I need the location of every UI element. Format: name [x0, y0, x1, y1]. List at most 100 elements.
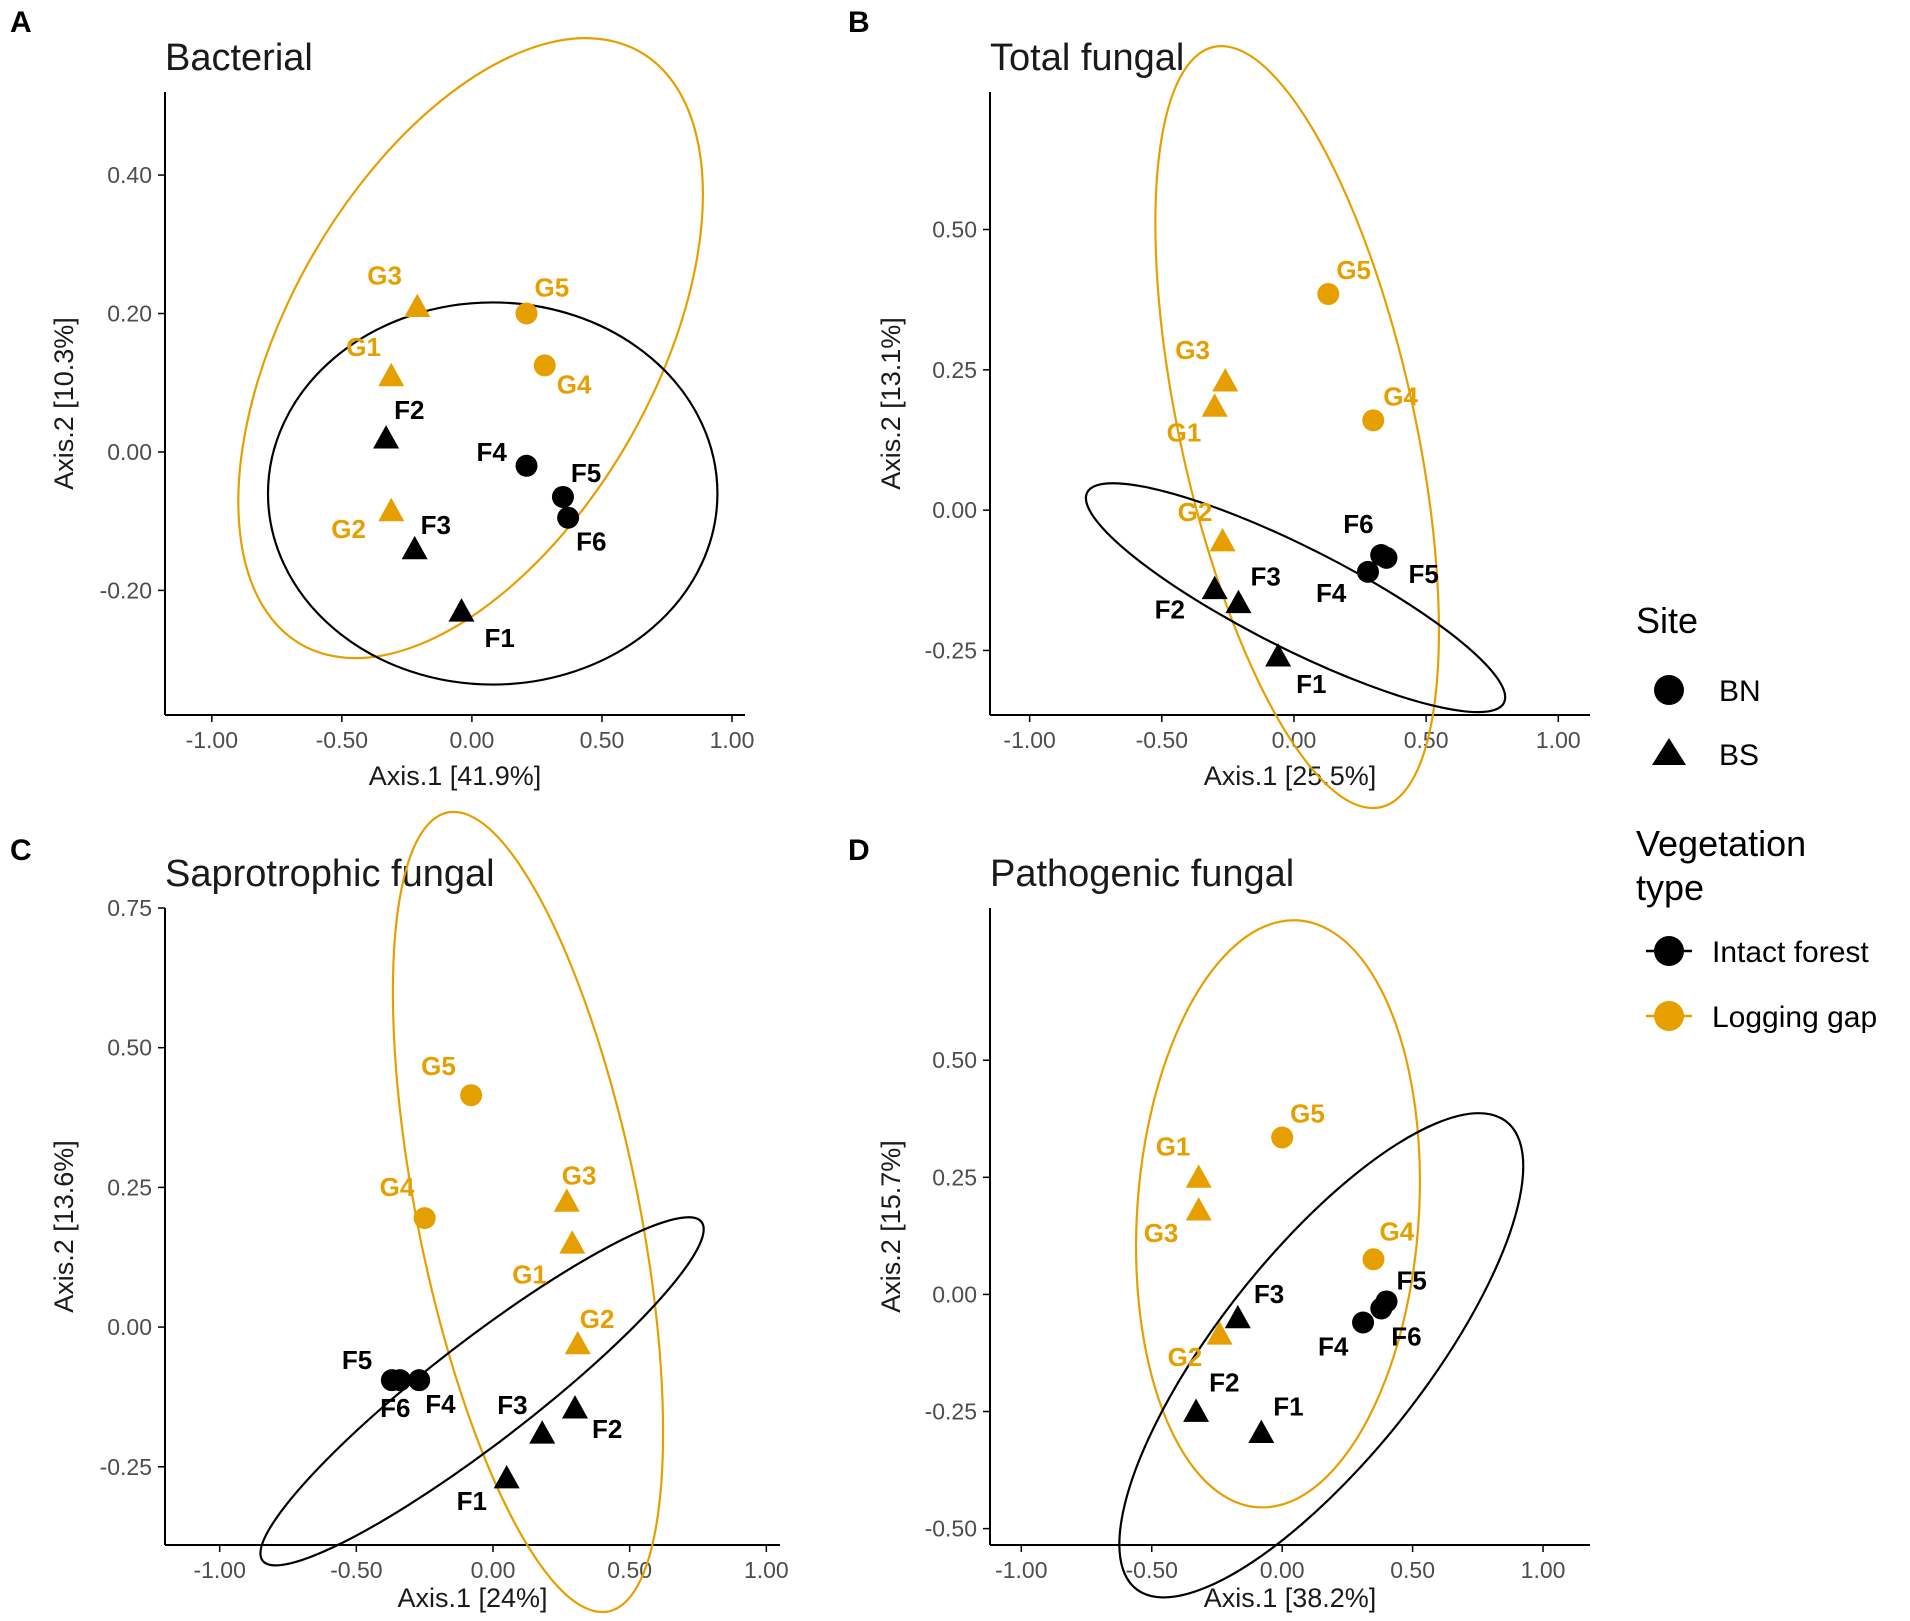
y-tick-label: 0.75	[107, 895, 152, 921]
point-G1	[1185, 1164, 1212, 1188]
x-tick-label: 0.00	[471, 1557, 516, 1583]
point-F3	[1225, 589, 1252, 614]
point-G2	[378, 497, 405, 522]
ellipse-gap	[1093, 851, 1464, 1577]
panel-letter: C	[10, 834, 32, 867]
point-label-F5: F5	[571, 458, 601, 488]
point-G2	[1209, 528, 1236, 552]
point-G5	[1317, 283, 1340, 306]
point-F6	[1370, 1297, 1393, 1320]
x-tick-label: 0.00	[1272, 727, 1317, 753]
point-label-F3: F3	[497, 1390, 527, 1420]
point-F2	[1183, 1398, 1210, 1422]
x-tick-label: -0.50	[330, 1557, 382, 1583]
point-G4	[1362, 1248, 1385, 1271]
panel-C: C Saprotrophic fungal -1.00 -0.50 0.00 0.50…	[10, 726, 789, 1621]
point-label-G3: G3	[1175, 335, 1210, 365]
legend-intact-dot-icon	[1654, 936, 1684, 966]
ellipse-intact	[1085, 1028, 1557, 1621]
legend-site-title: Site	[1636, 600, 1698, 641]
point-label-F3: F3	[421, 510, 451, 540]
ellipse-gap	[337, 726, 719, 1621]
x-tick-label: -0.50	[1136, 727, 1188, 753]
x-tick-label: 0.00	[1260, 1557, 1305, 1583]
y-tick-label: 0.25	[932, 1164, 977, 1190]
y-tick-label: 0.25	[932, 357, 977, 383]
legend-veg-title: Vegetation	[1636, 823, 1806, 864]
panel-title: Saprotrophic fungal	[165, 853, 495, 895]
y-tick-label: 0.00	[932, 1281, 977, 1307]
x-tick-label: -1.00	[186, 727, 238, 753]
ellipse-intact	[1080, 443, 1511, 752]
point-G3	[1212, 368, 1239, 392]
point-label-F1: F1	[1296, 669, 1326, 699]
panel-B: B Total fungal -1.00 -0.50 0.00 0.50 1.00 -0.…	[848, 0, 1590, 911]
point-G1	[559, 1230, 586, 1254]
point-label-G1: G1	[1167, 417, 1202, 447]
x-tick-label: -0.50	[316, 727, 368, 753]
point-F3	[529, 1420, 556, 1444]
point-label-F6: F6	[576, 527, 606, 557]
point-label-G2: G2	[331, 514, 366, 544]
point-label-F2: F2	[592, 1414, 622, 1444]
point-label-F5: F5	[1408, 559, 1438, 589]
legend-site-bn: BN	[1719, 675, 1761, 708]
x-axis-label: Axis.1 [38.2%]	[1204, 1583, 1377, 1613]
panel-letter: D	[848, 834, 870, 867]
y-tick-label: 0.00	[107, 1314, 152, 1340]
point-label-G2: G2	[580, 1304, 615, 1334]
x-axis-label: Axis.1 [24%]	[397, 1583, 547, 1613]
panel-A: A Bacterial -1.00 -0.50 0.00 0.50 1.00 -0.20 0…	[10, 0, 754, 791]
point-label-F1: F1	[1273, 1392, 1303, 1422]
point-G4	[413, 1207, 436, 1230]
point-label-F6: F6	[380, 1393, 410, 1423]
x-tick-label: -0.50	[1126, 1557, 1178, 1583]
legend-circle-icon	[1654, 675, 1684, 705]
x-axis-label: Axis.1 [25.5%]	[1204, 761, 1377, 791]
point-F4	[1356, 560, 1379, 583]
x-tick-label: -1.00	[1003, 727, 1055, 753]
point-G5	[460, 1084, 483, 1107]
point-label-F2: F2	[394, 395, 424, 425]
point-label-G5: G5	[421, 1051, 456, 1081]
point-F6	[389, 1369, 412, 1392]
point-G1	[378, 362, 405, 387]
ellipse-gap	[212, 0, 730, 782]
x-axis-label: Axis.1 [41.9%]	[369, 761, 542, 791]
point-label-G4: G4	[557, 369, 592, 399]
y-tick-label: -0.25	[925, 1399, 977, 1425]
point-label-F2: F2	[1155, 595, 1185, 625]
y-tick-label: 0.00	[932, 497, 977, 523]
ellipse-gap	[1098, 0, 1497, 911]
point-label-G1: G1	[346, 332, 381, 362]
y-axis-label: Axis.2 [13.6%]	[49, 1140, 79, 1313]
point-label-G5: G5	[1336, 255, 1371, 285]
x-tick-label: 1.00	[1536, 727, 1581, 753]
point-F2	[373, 425, 400, 449]
y-axis-label: Axis.2 [10.3%]	[49, 317, 79, 490]
point-label-F4: F4	[477, 437, 508, 467]
legend-triangle-icon	[1652, 738, 1686, 765]
x-tick-label: 0.50	[1390, 1557, 1435, 1583]
legend-gap-label: Logging gap	[1712, 1001, 1877, 1034]
y-tick-label: 0.25	[107, 1174, 152, 1200]
point-F5	[551, 485, 574, 508]
point-label-F6: F6	[1343, 509, 1373, 539]
point-label-G3: G3	[367, 261, 402, 291]
legend-veg-title-2: type	[1636, 867, 1704, 908]
point-label-G3: G3	[562, 1160, 597, 1190]
point-F1	[1265, 643, 1292, 667]
point-label-G4: G4	[1383, 381, 1418, 411]
legend-intact-label: Intact forest	[1712, 936, 1869, 969]
y-tick-label: 0.50	[932, 1047, 977, 1073]
legend-gap-dot-icon	[1654, 1001, 1684, 1031]
y-tick-label: -0.25	[100, 1454, 152, 1480]
point-label-G1: G1	[512, 1259, 547, 1289]
point-G3	[1185, 1197, 1212, 1221]
x-tick-label: -1.00	[995, 1557, 1047, 1583]
point-label-G1: G1	[1156, 1131, 1191, 1161]
point-label-F2: F2	[1209, 1368, 1239, 1398]
point-F1	[493, 1464, 520, 1489]
panel-D: D Pathogenic fungal -1.00 -0.50 0.00 0.50 1.…	[848, 834, 1590, 1621]
point-label-F1: F1	[485, 623, 515, 653]
